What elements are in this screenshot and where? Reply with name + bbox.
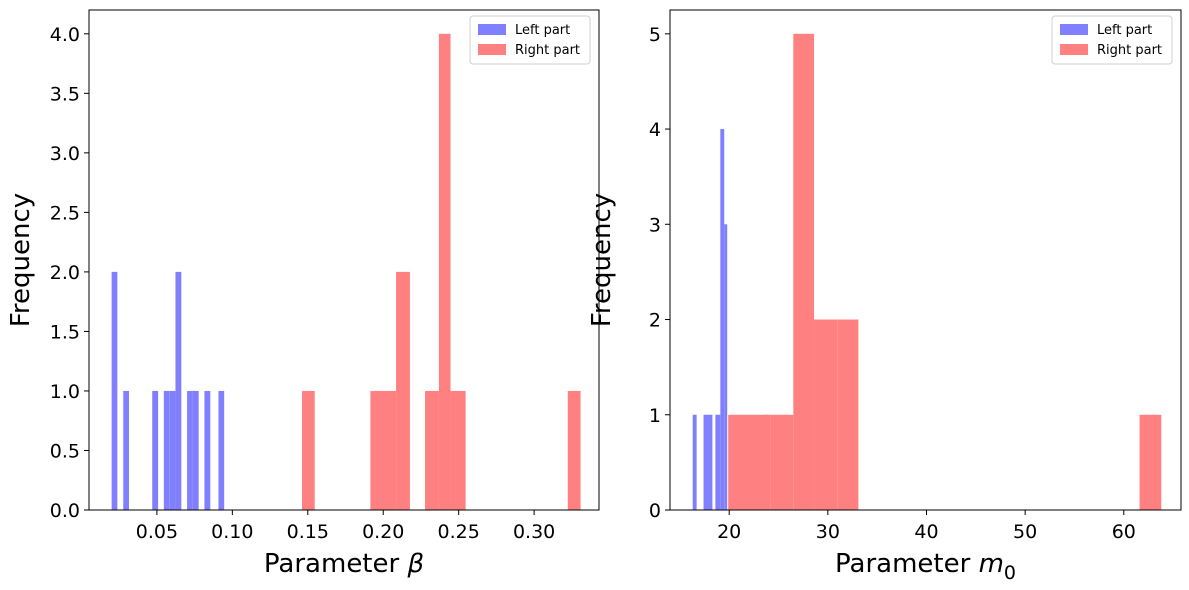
legend: Left part Right part xyxy=(1051,15,1173,65)
chart-panel-beta: 0.05 0.10 0.15 0.20 0.25 0.30 0.0 0.5 1.0 1.5 2.0 2… xyxy=(6,9,600,579)
legend-label: Left part xyxy=(1097,23,1152,38)
x-tick-label: 0.30 xyxy=(513,521,555,543)
y-tick-label: 3.0 xyxy=(50,143,80,165)
right-part-bar xyxy=(370,390,397,510)
x-tick-label: 0.25 xyxy=(438,521,480,543)
x-axis-label: Parameter β xyxy=(264,549,424,579)
left-part-bar xyxy=(692,414,697,510)
y-tick-label: 1.0 xyxy=(50,381,80,403)
y-tick-label: 0 xyxy=(649,500,661,522)
legend-label: Right part xyxy=(1097,43,1162,58)
y-axis-label: Frequency xyxy=(587,193,617,327)
x-tick-label: 0.10 xyxy=(211,521,253,543)
y-tick-label: 1.5 xyxy=(50,321,80,343)
x-tick-label: 0.15 xyxy=(287,521,329,543)
right-part-bar xyxy=(837,319,859,510)
y-tick-label: 2.5 xyxy=(50,202,80,224)
right-part-bar xyxy=(728,414,771,510)
left-part-bar xyxy=(724,224,728,511)
left-part-bar xyxy=(720,129,725,511)
right-part-bar xyxy=(770,414,794,510)
x-tick-label: 30 xyxy=(816,521,840,543)
x-tick-label: 0.20 xyxy=(362,521,404,543)
legend: Left part Right part xyxy=(469,15,591,65)
left-part-bar xyxy=(187,390,193,510)
legend-label: Left part xyxy=(515,23,570,38)
legend-label: Right part xyxy=(515,43,580,58)
y-tick-label: 4.0 xyxy=(50,24,80,46)
legend-swatch xyxy=(478,24,506,35)
y-tick-label: 4 xyxy=(649,119,661,141)
y-tick-label: 0.5 xyxy=(50,440,80,462)
right-part-bar xyxy=(1139,414,1162,510)
left-part-bar xyxy=(169,390,176,510)
axes-frame xyxy=(88,9,600,511)
right-part-bar xyxy=(396,271,410,510)
x-tick-label: 60 xyxy=(1112,521,1136,543)
y-axis-label: Frequency xyxy=(6,193,36,327)
left-part-bar xyxy=(204,390,211,510)
right-part-bar xyxy=(793,33,815,511)
legend-swatch xyxy=(1060,24,1088,35)
right-part-bar xyxy=(302,390,315,510)
right-part-bar xyxy=(425,390,439,510)
y-tick-label: 2 xyxy=(649,310,661,332)
left-part-bar xyxy=(152,390,159,510)
left-part-bar xyxy=(218,390,225,510)
y-tick-label: 5 xyxy=(649,24,661,46)
x-tick-label: 0.05 xyxy=(136,521,178,543)
left-part-bar xyxy=(163,390,170,510)
y-tick-label: 2.0 xyxy=(50,262,80,284)
axes-frame xyxy=(669,9,1182,511)
left-part-bar xyxy=(192,390,199,510)
left-part-bar xyxy=(123,390,129,510)
left-part-bar xyxy=(175,271,182,510)
right-part-bar xyxy=(814,319,838,510)
left-part-bar xyxy=(111,271,118,510)
legend-swatch xyxy=(1060,44,1088,55)
left-part-bar xyxy=(708,414,713,510)
x-tick-label: 40 xyxy=(914,521,938,543)
right-part-bar xyxy=(438,33,451,511)
y-tick-label: 1 xyxy=(649,405,661,427)
left-part-bar xyxy=(703,414,709,510)
chart-panel-m0: 20 30 40 50 60 0 1 2 3 4 5 Parameter m0 Frequency Lef… xyxy=(587,9,1182,584)
x-tick-label: 20 xyxy=(717,521,741,543)
x-axis-label: Parameter m0 xyxy=(835,549,1016,584)
right-part-bar xyxy=(567,390,581,510)
y-tick-label: 3.5 xyxy=(50,83,80,105)
y-tick-label: 3 xyxy=(649,214,661,236)
x-tick-label: 50 xyxy=(1013,521,1037,543)
y-tick-label: 0.0 xyxy=(50,500,80,522)
legend-swatch xyxy=(478,44,506,55)
left-part-bar xyxy=(715,414,721,510)
right-part-bar xyxy=(450,390,466,510)
